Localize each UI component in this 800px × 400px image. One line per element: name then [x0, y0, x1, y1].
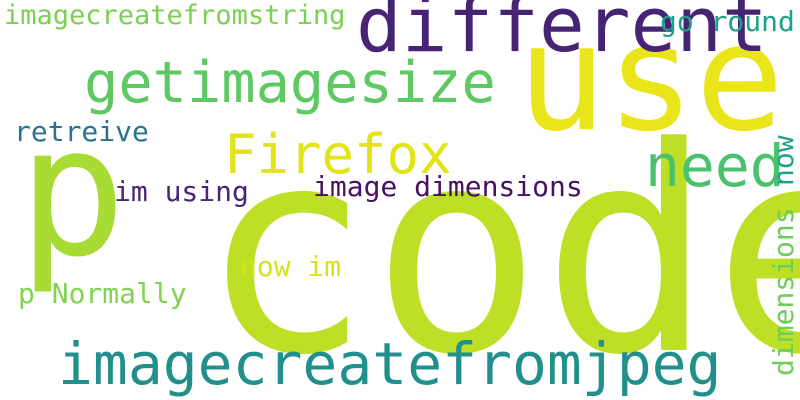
word-different: different	[356, 0, 768, 69]
word-imagecreatefromstring: imagecreatefromstring	[4, 0, 346, 31]
word-getimagesize: getimagesize	[84, 50, 496, 116]
word-retreive: retreive	[14, 115, 149, 148]
word-p: p	[18, 88, 127, 297]
word-dimensions: dimensions	[767, 207, 800, 376]
word-firefox: Firefox	[224, 123, 452, 186]
word-need: need	[645, 132, 785, 200]
word-go-round: go round	[660, 5, 795, 38]
word-p-normally: p Normally	[18, 277, 187, 310]
word-now: now	[767, 135, 800, 186]
word-im-using: im using	[114, 175, 249, 208]
word-image-dimensions: image dimensions	[313, 170, 583, 203]
word-code: code	[200, 86, 800, 400]
word-use: use	[517, 0, 785, 164]
word-now-im: now im	[240, 250, 342, 283]
word-imagecreatefromjpeg: imagecreatefromjpeg	[58, 330, 722, 398]
